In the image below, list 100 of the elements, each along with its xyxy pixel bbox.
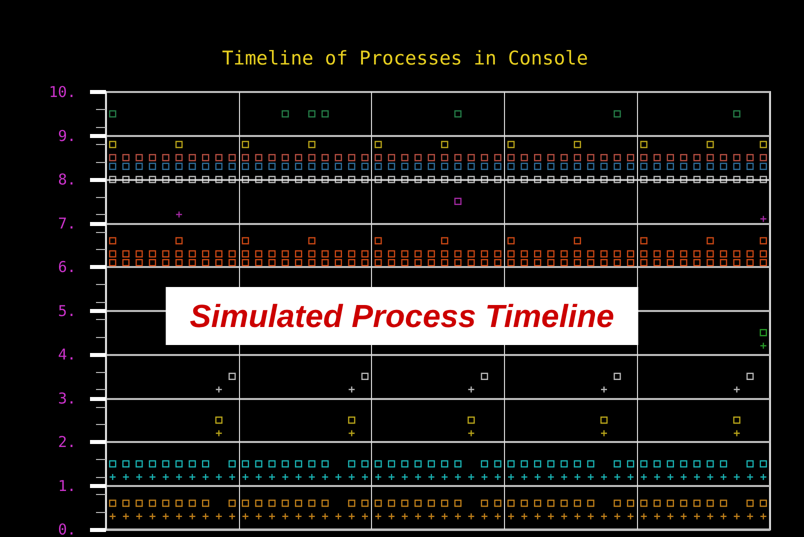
point bbox=[175, 140, 183, 148]
point bbox=[654, 154, 661, 162]
point bbox=[680, 500, 688, 507]
point bbox=[401, 162, 408, 170]
point bbox=[122, 154, 130, 162]
point bbox=[428, 460, 435, 468]
y-tick-label: 3. bbox=[58, 389, 76, 408]
point bbox=[693, 250, 701, 258]
point bbox=[468, 154, 475, 162]
point bbox=[494, 154, 502, 162]
point bbox=[574, 162, 582, 170]
point bbox=[374, 460, 382, 468]
point bbox=[547, 154, 554, 162]
point bbox=[654, 162, 661, 170]
point bbox=[215, 250, 222, 258]
point bbox=[760, 162, 767, 170]
point bbox=[560, 154, 568, 162]
point bbox=[534, 154, 542, 162]
point bbox=[587, 250, 594, 258]
point bbox=[654, 259, 661, 266]
point bbox=[148, 162, 156, 170]
point bbox=[175, 154, 183, 162]
point bbox=[122, 176, 130, 184]
point bbox=[706, 500, 714, 507]
point bbox=[614, 259, 621, 266]
point bbox=[361, 176, 369, 184]
point bbox=[136, 162, 143, 170]
point bbox=[294, 162, 302, 170]
point bbox=[282, 154, 289, 162]
point bbox=[202, 154, 210, 162]
point bbox=[242, 250, 250, 258]
point bbox=[454, 162, 462, 170]
point bbox=[388, 176, 396, 184]
point bbox=[228, 250, 236, 258]
point bbox=[587, 500, 594, 507]
point bbox=[202, 176, 210, 184]
point bbox=[720, 162, 728, 170]
point bbox=[454, 460, 462, 468]
point bbox=[560, 460, 568, 468]
point bbox=[268, 154, 276, 162]
point bbox=[441, 250, 448, 258]
point bbox=[494, 500, 502, 507]
point bbox=[574, 176, 582, 184]
point bbox=[746, 259, 754, 266]
point bbox=[148, 259, 156, 266]
point bbox=[136, 460, 143, 468]
point bbox=[348, 500, 356, 507]
point bbox=[374, 162, 382, 170]
point bbox=[666, 154, 674, 162]
point bbox=[361, 154, 369, 162]
point bbox=[733, 176, 740, 184]
point bbox=[175, 162, 183, 170]
point bbox=[282, 110, 289, 118]
point bbox=[600, 250, 608, 258]
point bbox=[428, 162, 435, 170]
point bbox=[480, 500, 488, 507]
point bbox=[374, 500, 382, 507]
point bbox=[334, 250, 342, 258]
point bbox=[322, 176, 329, 184]
point bbox=[428, 259, 435, 266]
point bbox=[626, 500, 634, 507]
point bbox=[626, 154, 634, 162]
point bbox=[122, 259, 130, 266]
point bbox=[268, 176, 276, 184]
point bbox=[255, 176, 262, 184]
point bbox=[746, 162, 754, 170]
point bbox=[374, 237, 382, 244]
point bbox=[308, 154, 316, 162]
point bbox=[693, 162, 701, 170]
point bbox=[468, 162, 475, 170]
point bbox=[109, 154, 116, 162]
point bbox=[760, 237, 767, 244]
point bbox=[122, 162, 130, 170]
point bbox=[162, 162, 170, 170]
point bbox=[308, 250, 316, 258]
point bbox=[666, 176, 674, 184]
point bbox=[640, 259, 648, 266]
point bbox=[401, 500, 408, 507]
point bbox=[242, 140, 250, 148]
point bbox=[215, 154, 222, 162]
point bbox=[136, 259, 143, 266]
point bbox=[534, 162, 542, 170]
point bbox=[388, 460, 396, 468]
point bbox=[308, 259, 316, 266]
point bbox=[136, 176, 143, 184]
point bbox=[109, 140, 116, 148]
point bbox=[746, 154, 754, 162]
point bbox=[361, 372, 369, 380]
annotation: Simulated Process Timeline bbox=[190, 298, 614, 334]
point bbox=[520, 250, 528, 258]
point bbox=[414, 154, 422, 162]
point bbox=[640, 250, 648, 258]
point bbox=[760, 154, 767, 162]
y-tick-label: 9. bbox=[58, 126, 76, 145]
y-tick-label: 2. bbox=[58, 433, 76, 451]
point bbox=[175, 259, 183, 266]
point bbox=[136, 500, 143, 507]
point bbox=[560, 500, 568, 507]
point bbox=[480, 162, 488, 170]
point bbox=[109, 162, 116, 170]
